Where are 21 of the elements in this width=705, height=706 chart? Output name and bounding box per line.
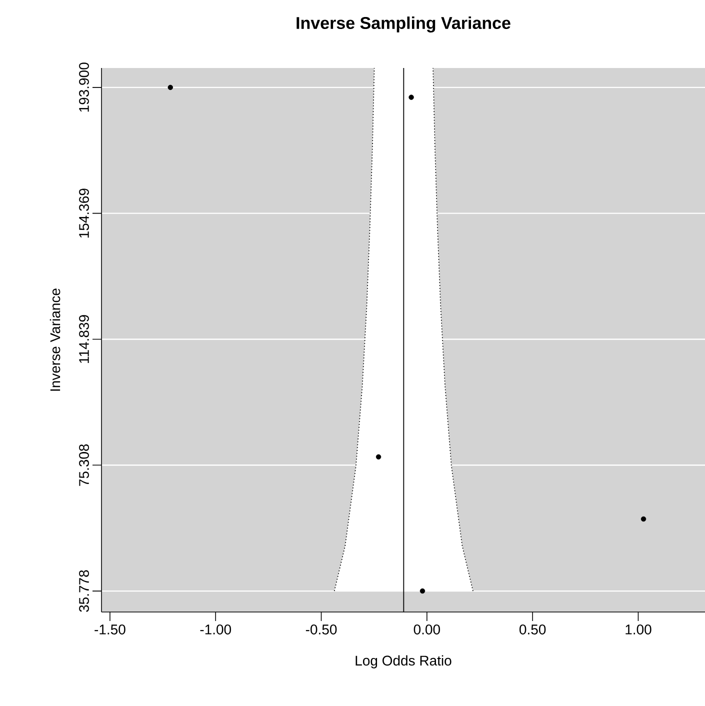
chart-title: Inverse Sampling Variance: [296, 16, 510, 32]
x-axis-title: Log Odds Ratio: [356, 655, 452, 668]
x-tick-label: -1.50: [94, 624, 126, 634]
line-series: [432, 68, 474, 592]
point: [408, 94, 414, 100]
y-tick-label: 75.308: [79, 444, 89, 486]
y-axis-title: Inverse Variance: [50, 288, 60, 391]
x-tick-label: -1.00: [200, 624, 232, 634]
y-tick-label: 35.778: [79, 570, 89, 612]
point: [168, 84, 173, 90]
point: [640, 516, 646, 522]
x-tick-label: -0.50: [306, 624, 337, 634]
line-series: [334, 68, 375, 592]
point: [420, 588, 426, 594]
x-tick-label: 0.50: [520, 624, 546, 634]
y-tick-label: 193.900: [79, 62, 89, 112]
point: [376, 454, 382, 460]
y-tick-label: 114.839: [79, 315, 89, 363]
y-tick-label: 154.369: [79, 188, 89, 238]
x-tick-label: 0.00: [414, 624, 440, 634]
x-tick-label: 1.00: [626, 624, 652, 634]
